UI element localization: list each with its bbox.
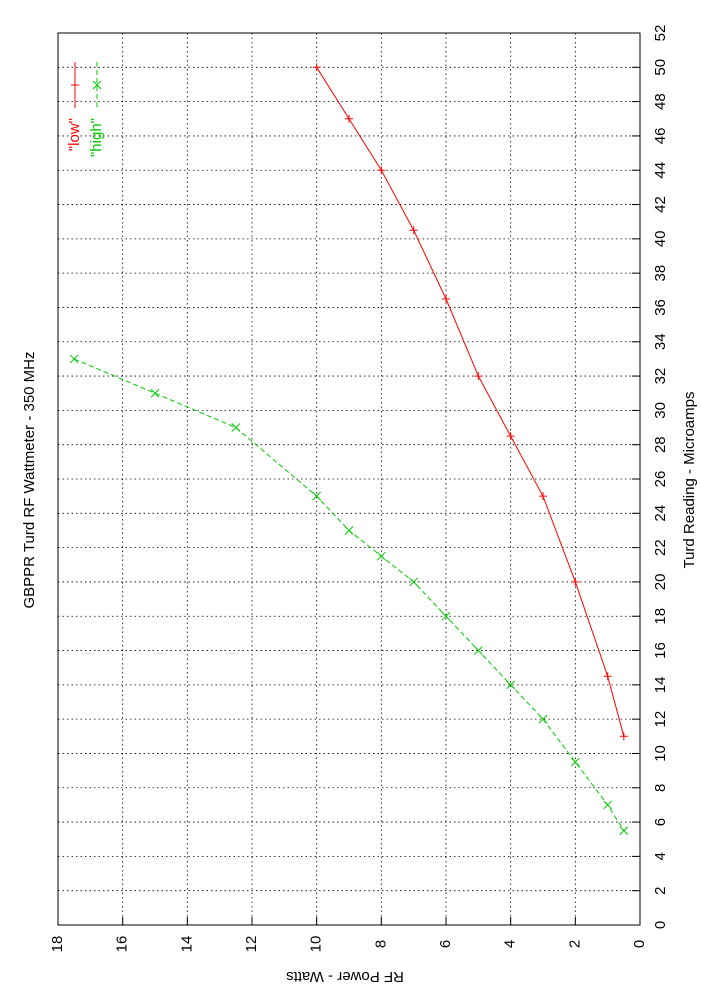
- y-tick-label: 40: [652, 231, 669, 248]
- data-point: [506, 432, 515, 441]
- y-tick-label: 4: [652, 852, 669, 860]
- legend-label: "low": [66, 118, 83, 151]
- plot-frame: [57, 32, 641, 926]
- y-tick-label: 10: [652, 745, 669, 762]
- y-tick-label: 14: [652, 677, 669, 694]
- data-point: [571, 577, 580, 586]
- y-tick-label: 32: [652, 368, 669, 385]
- x-tick-label: 18: [49, 936, 66, 953]
- data-point: [345, 114, 353, 123]
- y-tick-label: 6: [652, 818, 669, 826]
- y-tick-label: 20: [652, 574, 669, 591]
- data-point: [506, 680, 516, 690]
- x-tick-label: 16: [114, 936, 131, 953]
- y-tick-label: 50: [652, 59, 669, 76]
- x-tick-label: 8: [372, 940, 389, 948]
- data-point: [441, 611, 451, 621]
- series-line: [73, 358, 625, 831]
- data-point: [377, 166, 386, 175]
- data-point: [474, 372, 483, 381]
- data-point: [69, 354, 79, 364]
- y-tick-label: 28: [652, 436, 669, 453]
- y-tick-label: 30: [652, 402, 669, 419]
- data-point: [409, 577, 419, 587]
- y-tick-label: 16: [652, 642, 669, 659]
- x-tick-label: 4: [502, 940, 519, 948]
- legend-label: "high": [88, 118, 105, 157]
- y-tick-label: 18: [652, 608, 669, 625]
- data-point: [538, 714, 548, 724]
- y-tick-label: 26: [652, 471, 669, 488]
- data-point: [312, 63, 321, 72]
- data-point: [539, 492, 547, 501]
- x-tick-label: 2: [566, 940, 583, 948]
- x-tick-label: 6: [437, 940, 454, 948]
- y-tick-label: 44: [652, 162, 669, 179]
- x-tick-label: 12: [243, 936, 260, 953]
- y-tick-label: 46: [652, 128, 669, 145]
- y-tick-label: 24: [652, 505, 669, 522]
- x-axis-label: RF Power - Watts: [286, 968, 404, 985]
- data-point: [150, 388, 160, 398]
- y-tick-label: 36: [652, 299, 669, 316]
- y-tick-label: 12: [652, 711, 669, 728]
- y-tick-label: 52: [652, 25, 669, 42]
- y-tick-label: 22: [652, 539, 669, 556]
- x-tick-label: 14: [178, 936, 195, 953]
- data-point: [409, 226, 418, 235]
- series-line: [316, 67, 625, 737]
- legend-marker: [92, 80, 102, 90]
- x-tick-label: 10: [308, 936, 325, 953]
- y-tick-label: 0: [652, 921, 669, 929]
- y-tick-label: 8: [652, 784, 669, 792]
- data-point: [231, 423, 241, 432]
- y-tick-label: 38: [652, 265, 669, 282]
- y-tick-label: 42: [652, 196, 669, 213]
- data-point: [473, 646, 483, 655]
- data-point: [603, 672, 612, 681]
- data-point: [570, 757, 580, 767]
- data-point: [619, 732, 628, 741]
- y-axis-label: Turd Reading - Microamps: [681, 391, 698, 568]
- y-tick-label: 48: [652, 93, 669, 110]
- y-tick-label: 34: [652, 333, 669, 350]
- legend-marker: [71, 81, 79, 89]
- data-point: [619, 826, 629, 836]
- data-point: [312, 491, 322, 501]
- x-tick-label: 0: [631, 940, 648, 948]
- data-point: [376, 551, 386, 561]
- y-tick-label: 2: [652, 887, 669, 895]
- data-point: [344, 526, 354, 535]
- data-point: [442, 294, 450, 303]
- data-point: [603, 800, 613, 810]
- chart-title: GBPPR Turd RF Wattmeter - 350 MHz: [21, 352, 38, 609]
